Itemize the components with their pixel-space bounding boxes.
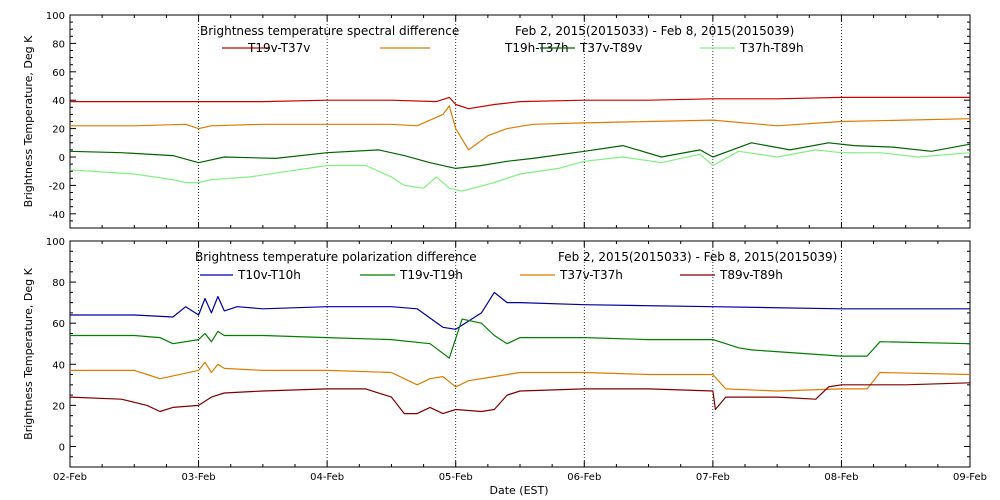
y-tick-label: 100 (46, 237, 65, 248)
x-tick-label: 02-Feb (53, 472, 87, 483)
chart-subtitle: Feb 2, 2015(2015033) - Feb 8, 2015(20150… (558, 250, 837, 264)
chart-title: Brightness temperature polarization diff… (195, 250, 477, 264)
legend-entry: T37v-T89v (579, 41, 642, 55)
legend-entry: T19h-T37h (504, 41, 569, 55)
x-tick-label: 09-Feb (953, 472, 987, 483)
x-tick-label: 05-Feb (439, 472, 473, 483)
series-line-t19v-t37v (70, 96, 970, 110)
y-tick-label: 0 (59, 442, 65, 453)
y-tick-label: -20 (49, 181, 65, 192)
legend-entry: T37v-T37h (559, 268, 623, 282)
x-tick-label: 03-Feb (182, 472, 216, 483)
legend-entry: T19v-T37v (247, 41, 310, 55)
y-tick-label: 60 (52, 68, 65, 79)
y-axis-label: Brightness Temperature, Deg K (22, 35, 35, 207)
series-line-t37h-t89h (69, 149, 971, 192)
series-line-t19h-t37h (70, 105, 971, 151)
polarization-difference-panel: 02-Feb 03-Feb 04-Feb 05-Feb 06-Feb 07-Feb 08-F… (22, 237, 987, 483)
x-tick-label: 06-Feb (567, 472, 601, 483)
spectral-difference-panel: -40 -20 0 20 40 60 80 100 Brightness Temperature… (22, 11, 971, 229)
series-line-t89v-t89h (69, 382, 971, 415)
series-line-t10v-t10h (70, 291, 970, 330)
y-tick-label: 20 (52, 125, 65, 136)
y-tick-label: 0 (59, 153, 65, 164)
y-tick-label: -40 (49, 210, 65, 221)
y-tick-label: 20 (52, 401, 65, 412)
chart-subtitle: Feb 2, 2015(2015033) - Feb 8, 2015(20150… (515, 24, 794, 38)
series-line-t37v-t37h (70, 361, 971, 392)
legend-entry: T10v-T10h (237, 268, 301, 282)
y-axis-label: Brightness Temperature, Deg K (22, 267, 35, 439)
x-tick-label: 04-Feb (310, 472, 344, 483)
y-tick-label: 80 (52, 39, 65, 50)
y-tick-label: 40 (52, 96, 65, 107)
series-line-t37v-t89v (69, 142, 971, 169)
x-tick-label: 07-Feb (696, 472, 730, 483)
legend-entry: T37h-T89h (739, 41, 804, 55)
x-tick-label: 08-Feb (824, 472, 858, 483)
y-tick-label: 60 (52, 319, 65, 330)
y-tick-label: 100 (46, 11, 65, 22)
y-tick-label: 40 (52, 360, 65, 371)
legend-entry: T19v-T19h (399, 268, 463, 282)
x-axis-label: Date (EST) (489, 484, 548, 497)
y-tick-label: 80 (52, 278, 65, 289)
legend-entry: T89v-T89h (719, 268, 783, 282)
chart-title: Brightness temperature spectral differen… (200, 24, 459, 38)
series-line-t19v-t19h (70, 318, 971, 359)
